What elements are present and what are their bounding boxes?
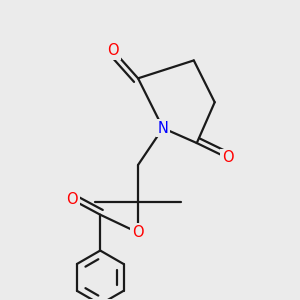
Text: O: O [222,151,233,166]
Text: O: O [132,225,144,240]
Text: O: O [107,43,119,58]
Text: O: O [67,192,78,207]
Text: N: N [158,121,168,136]
